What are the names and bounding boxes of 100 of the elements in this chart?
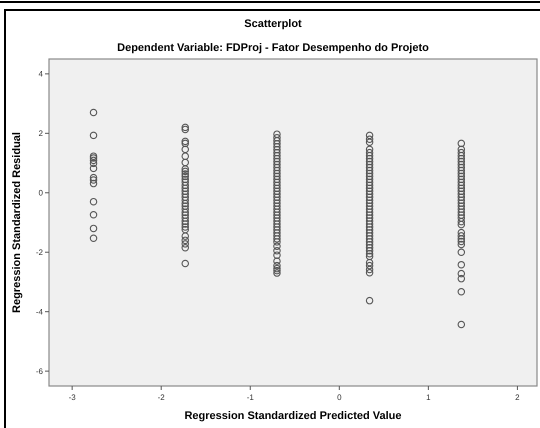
point [366, 176, 374, 184]
point [458, 274, 466, 282]
point [458, 140, 466, 148]
point [182, 146, 189, 154]
y-tick-label: 0 [38, 188, 44, 198]
point [458, 190, 466, 198]
point [458, 176, 466, 184]
point [273, 226, 281, 234]
point [366, 214, 374, 222]
point [90, 176, 98, 184]
point [458, 193, 466, 201]
point [366, 268, 374, 276]
point [273, 262, 281, 270]
point [90, 198, 98, 206]
point [182, 170, 189, 178]
point [182, 184, 189, 192]
point [90, 108, 98, 116]
point [458, 214, 466, 222]
point [458, 182, 466, 190]
point [273, 229, 281, 237]
point [273, 166, 281, 174]
point [273, 211, 281, 219]
point [366, 211, 374, 219]
y-axis-title: Regression Standardized Residual [11, 132, 23, 313]
point [273, 257, 281, 265]
point [273, 137, 281, 144]
chart-title: Scatterplot [244, 18, 302, 30]
point [273, 170, 281, 178]
point [182, 218, 189, 226]
point [366, 246, 374, 254]
point [366, 170, 374, 178]
point [458, 196, 466, 204]
point [182, 140, 189, 148]
point [366, 252, 374, 260]
point [366, 235, 374, 243]
point [366, 164, 374, 172]
point [458, 178, 466, 186]
point [182, 172, 189, 180]
x-tick-label: 2 [515, 393, 520, 402]
point [366, 196, 374, 204]
point [366, 262, 374, 270]
y-tick-label: -4 [36, 307, 44, 316]
point [366, 193, 374, 201]
x-tick-label: 0 [337, 393, 342, 402]
y-tick-label: -6 [36, 366, 44, 376]
point [182, 165, 189, 173]
point [182, 182, 189, 190]
point [273, 134, 281, 142]
point [273, 217, 281, 225]
point [273, 130, 281, 138]
point [273, 208, 281, 216]
point [182, 176, 189, 184]
x-axis-title: Regression Standardized Predicted Value [184, 410, 402, 422]
point [458, 184, 466, 192]
point [366, 205, 374, 213]
point [366, 158, 374, 166]
point [90, 234, 98, 242]
point [366, 241, 374, 249]
point [458, 205, 466, 213]
point [273, 205, 281, 213]
point [366, 138, 374, 146]
point [273, 154, 281, 162]
point [458, 148, 466, 156]
point [273, 152, 281, 160]
point [182, 202, 189, 210]
point [366, 266, 374, 274]
point [366, 232, 374, 240]
point [182, 178, 189, 186]
point [273, 251, 281, 259]
point [273, 223, 281, 231]
point [273, 242, 281, 250]
point [273, 140, 281, 148]
point [90, 160, 98, 168]
point [90, 174, 98, 182]
point [458, 238, 466, 246]
point [182, 232, 189, 240]
point [458, 160, 466, 168]
point [366, 244, 374, 252]
point [366, 178, 374, 186]
point [458, 146, 466, 154]
y-tick-label: 2 [38, 129, 44, 138]
point [273, 193, 281, 201]
point [458, 188, 466, 196]
point [273, 148, 281, 156]
point [273, 220, 281, 228]
point [366, 154, 374, 162]
point [458, 199, 466, 207]
point [273, 184, 281, 192]
point [90, 211, 98, 219]
point [458, 208, 466, 216]
point [273, 238, 281, 246]
point [273, 232, 281, 240]
x-tick-label: -2 [158, 393, 166, 402]
point [182, 124, 189, 132]
point [182, 196, 189, 204]
x-tick-label: 1 [426, 393, 432, 402]
point [366, 184, 374, 192]
point [90, 224, 98, 232]
point [458, 232, 466, 240]
point [273, 176, 281, 184]
